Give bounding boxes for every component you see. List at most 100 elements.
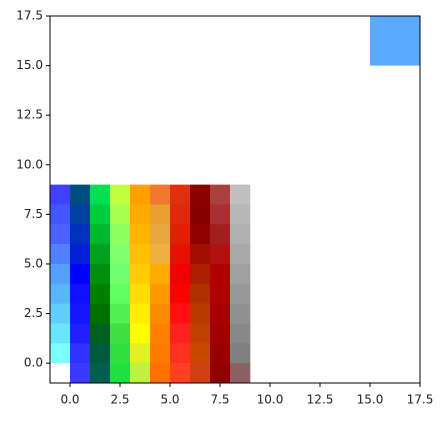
image-cell (110, 343, 131, 364)
image-cell (70, 263, 91, 285)
image-cell (90, 343, 111, 364)
y-tick-label: 15.0 (16, 58, 43, 72)
image-cell (50, 224, 71, 245)
image-cell (230, 303, 251, 324)
image-cell (170, 323, 191, 344)
image-cell (70, 343, 91, 364)
image-cell (210, 184, 231, 205)
image-cell (130, 263, 151, 285)
image-cell (70, 363, 91, 384)
image-cell (150, 283, 171, 304)
image-cell (130, 363, 151, 384)
image-cell (170, 343, 191, 364)
image-cell (70, 224, 91, 245)
image-cell (230, 283, 251, 304)
image-cell (70, 323, 91, 344)
image-cell (190, 283, 211, 304)
image-cell (170, 283, 191, 304)
image-cell (130, 244, 151, 265)
image-cell (130, 204, 151, 225)
image-cell (90, 204, 111, 225)
image-cell (230, 363, 251, 384)
image-cell (210, 283, 231, 304)
image-cell (150, 184, 171, 205)
image-cell (110, 303, 131, 324)
y-tick-label: 2.5 (24, 306, 43, 320)
image-cell (190, 323, 211, 344)
image-cell (110, 224, 131, 245)
image-cell (50, 323, 71, 344)
y-tick-label: 10.0 (16, 157, 43, 171)
image-cell (50, 204, 71, 225)
image-cell (170, 263, 191, 285)
x-tick-label: 2.5 (110, 393, 129, 407)
image-cell (90, 244, 111, 265)
image-cell (70, 303, 91, 324)
image-cell (90, 184, 111, 205)
image-cell (210, 244, 231, 265)
x-tick-label: 12.5 (307, 393, 334, 407)
image-cell (90, 283, 111, 304)
image-cell (170, 303, 191, 324)
image-cell (110, 283, 131, 304)
image-cell (50, 343, 71, 364)
image-cell (150, 343, 171, 364)
image-cell (50, 363, 71, 384)
x-tick-label: 15.0 (357, 393, 384, 407)
image-cell (150, 363, 171, 384)
y-tick-label: 7.5 (24, 207, 43, 221)
image-cell (130, 184, 151, 205)
image-cell (230, 343, 251, 364)
image-cell (50, 263, 71, 285)
image-cell (90, 323, 111, 344)
image-cell (210, 303, 231, 324)
image-cell (190, 303, 211, 324)
x-tick-label: 17.5 (407, 393, 434, 407)
image-cell (110, 244, 131, 265)
image-cell (70, 244, 91, 265)
y-tick-label: 0.0 (24, 356, 43, 370)
x-tick-label: 7.5 (210, 393, 229, 407)
image-cell (110, 184, 131, 205)
image-cell (170, 244, 191, 265)
image-cell (210, 363, 231, 384)
image-cell (210, 323, 231, 344)
image-cell (230, 204, 251, 225)
image-cell (90, 224, 111, 245)
image-cell (130, 303, 151, 324)
image-cell (190, 263, 211, 285)
image-cell (110, 363, 131, 384)
y-tick-label: 12.5 (16, 108, 43, 122)
patch (370, 16, 420, 66)
image-cell (150, 244, 171, 265)
image-cell (170, 184, 191, 205)
image-cell (210, 263, 231, 285)
image-cell (230, 224, 251, 245)
image-cell (190, 244, 211, 265)
image-cell (130, 224, 151, 245)
image-cell (230, 323, 251, 344)
image-cell (210, 343, 231, 364)
image-cell (50, 244, 71, 265)
image-cell (150, 204, 171, 225)
image-cell (230, 263, 251, 285)
image-cell (190, 184, 211, 205)
image-cell (150, 303, 171, 324)
image-cell (90, 303, 111, 324)
image-cell (210, 224, 231, 245)
image-cell (110, 323, 131, 344)
x-tick-label: 0.0 (60, 393, 79, 407)
image-cell (110, 204, 131, 225)
image-cell (70, 204, 91, 225)
image-cell (70, 184, 91, 205)
image-cell (90, 263, 111, 285)
x-tick-label: 5.0 (160, 393, 179, 407)
image-cell (50, 303, 71, 324)
image-cell (230, 244, 251, 265)
image-cell (70, 283, 91, 304)
image-cell (170, 224, 191, 245)
plot-frame (49, 15, 421, 384)
image-cell (150, 323, 171, 344)
image-cell (130, 343, 151, 364)
